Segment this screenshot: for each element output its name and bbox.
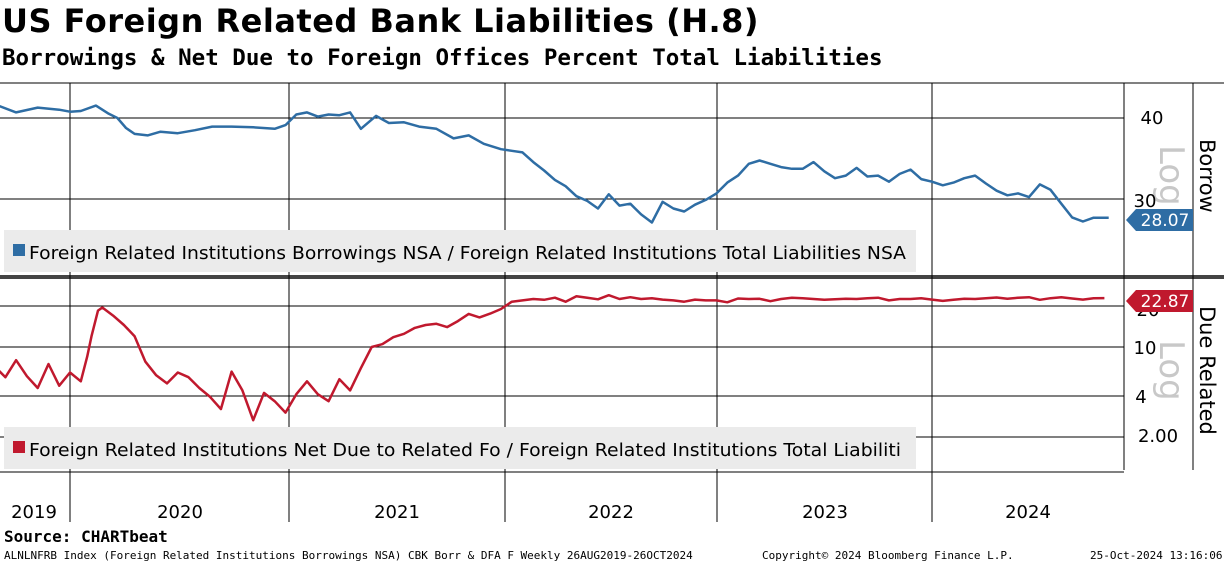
timestamp: 25-Oct-2024 13:16:06	[1090, 549, 1223, 562]
chart-subtitle: Borrowings & Net Due to Foreign Offices …	[2, 45, 883, 71]
top-legend-swatch	[13, 244, 25, 256]
top-legend-box	[4, 230, 916, 272]
bottom-y-tick-4: 4	[1135, 387, 1146, 408]
x-tick-label-2022: 2022	[588, 502, 634, 523]
x-tick-label-2019: 2019	[11, 502, 57, 523]
bottom-y-tick-10: 10	[1134, 338, 1157, 359]
x-tick-label-2024: 2024	[1005, 502, 1051, 523]
bottom-right-axis-title: Due Related	[1195, 306, 1219, 435]
x-tick-label-2020: 2020	[157, 502, 203, 523]
bottom-legend-swatch	[13, 441, 25, 453]
due-series-line	[0, 293, 1105, 422]
top-y-tick-30: 30	[1134, 191, 1157, 212]
borrow-last-value: 28.07	[1141, 211, 1190, 231]
copyright: Copyright© 2024 Bloomberg Finance L.P.	[762, 549, 1014, 562]
x-tick-label-2021: 2021	[374, 502, 420, 523]
bottom-legend-label: Foreign Related Institutions Net Due to …	[29, 440, 901, 461]
bottom-log-watermark: Log	[1151, 340, 1191, 401]
bottom-legend-box	[4, 427, 916, 469]
ticker-info: ALNLNFRB Index (Foreign Related Institut…	[4, 549, 693, 562]
due-last-value: 22.87	[1141, 292, 1190, 312]
borrow-last-value-tag	[1126, 209, 1193, 231]
top-log-watermark: Log	[1151, 145, 1191, 206]
x-tick-label-2023: 2023	[802, 502, 848, 523]
top-right-axis-title: Borrow	[1195, 139, 1219, 213]
bottom-y-tick-2: 2.00	[1138, 426, 1178, 447]
borrow-series-line	[0, 104, 1109, 224]
top-legend-label: Foreign Related Institutions Borrowings …	[29, 243, 907, 264]
chart-title: US Foreign Related Bank Liabilities (H.8…	[2, 2, 760, 40]
due-last-value-tag	[1126, 290, 1193, 312]
source-label: Source: CHARTbeat	[4, 527, 168, 546]
top-y-tick-40: 40	[1141, 108, 1164, 129]
